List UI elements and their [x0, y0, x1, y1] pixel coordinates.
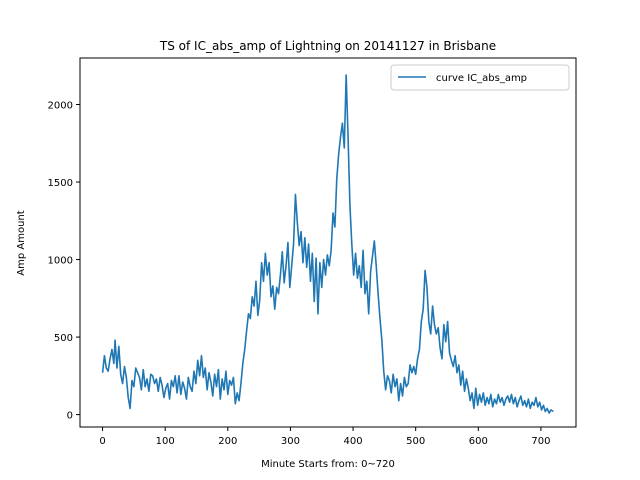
- x-tick-label: 500: [406, 436, 425, 447]
- x-tick-label: 300: [281, 436, 300, 447]
- x-tick-label: 400: [344, 436, 363, 447]
- legend-label: curve IC_abs_amp: [436, 73, 527, 84]
- y-tick-label: 1000: [48, 256, 73, 267]
- legend: curve IC_abs_amp: [390, 64, 570, 91]
- x-axis-label: Minute Starts from: 0~720: [261, 459, 395, 470]
- x-tick-label: 100: [156, 436, 175, 447]
- y-axis: 0 500 1000 1500 2000: [48, 101, 80, 422]
- y-tick-label: 1500: [48, 178, 73, 189]
- plot-area: [101, 74, 554, 414]
- x-tick-label: 600: [469, 436, 488, 447]
- chart-title: TS of IC_abs_amp of Lightning on 2014112…: [159, 39, 496, 53]
- y-tick-label: 2000: [48, 101, 73, 112]
- y-tick-label: 0: [67, 411, 73, 422]
- axes-frame: [79, 57, 577, 428]
- y-axis-label: Amp Amount: [16, 210, 27, 275]
- x-tick-label: 0: [99, 436, 105, 447]
- x-tick-label: 700: [531, 436, 550, 447]
- legend-box: [390, 64, 570, 91]
- y-tick-label: 500: [54, 333, 73, 344]
- x-axis: 0 100 200 300 400 500 600 700: [99, 427, 550, 447]
- series-line-0: [101, 74, 554, 414]
- x-tick-label: 200: [218, 436, 237, 447]
